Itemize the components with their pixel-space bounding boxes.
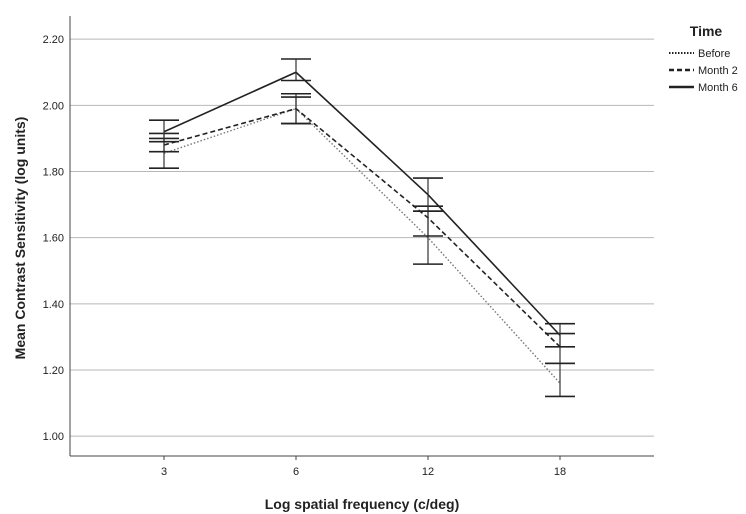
error-bar bbox=[545, 362, 575, 398]
x-tick-label: 6 bbox=[293, 466, 299, 478]
error-bar bbox=[413, 177, 443, 212]
x-tick-label: 12 bbox=[422, 466, 434, 478]
legend-label: Month 2 bbox=[698, 65, 738, 77]
series-before bbox=[149, 92, 575, 398]
axes bbox=[69, 16, 654, 457]
x-axis-title: Log spatial frequency (c/deg) bbox=[265, 496, 459, 512]
y-tick-label: 1.80 bbox=[43, 166, 64, 178]
error-bar bbox=[281, 58, 311, 82]
gridlines bbox=[70, 38, 654, 437]
y-tick-label: 2.00 bbox=[43, 100, 64, 112]
legend-title: Time bbox=[690, 23, 723, 39]
legend-item: Month 2 bbox=[669, 65, 738, 77]
series-line bbox=[163, 107, 561, 384]
series-month-6 bbox=[149, 58, 575, 348]
series bbox=[149, 58, 575, 398]
y-tick-labels: 1.00 1.20 1.40 1.60 1.80 2.00 2.20 bbox=[43, 34, 64, 443]
y-tick-label: 2.20 bbox=[43, 34, 64, 46]
x-tick-labels: 3 6 12 18 bbox=[161, 456, 566, 478]
y-tick-label: 1.40 bbox=[43, 299, 64, 311]
error-bar bbox=[281, 96, 311, 125]
series-month-2 bbox=[149, 96, 575, 365]
legend-label: Month 6 bbox=[698, 82, 738, 94]
y-tick-label: 1.00 bbox=[43, 431, 64, 443]
legend-item: Before bbox=[669, 48, 730, 60]
series-line bbox=[163, 107, 561, 348]
legend: Time Before Month 2 Month 6 bbox=[669, 23, 738, 94]
x-tick-label: 18 bbox=[554, 466, 566, 478]
y-tick-label: 1.60 bbox=[43, 233, 64, 245]
y-axis-title: Mean Contrast Sensitivity (log units) bbox=[12, 117, 28, 360]
series-line bbox=[163, 71, 561, 336]
legend-label: Before bbox=[698, 48, 730, 60]
error-bar bbox=[545, 322, 575, 348]
legend-item: Month 6 bbox=[669, 82, 738, 94]
x-tick-label: 3 bbox=[161, 466, 167, 478]
error-bar bbox=[149, 119, 179, 143]
y-tick-label: 1.20 bbox=[43, 365, 64, 377]
